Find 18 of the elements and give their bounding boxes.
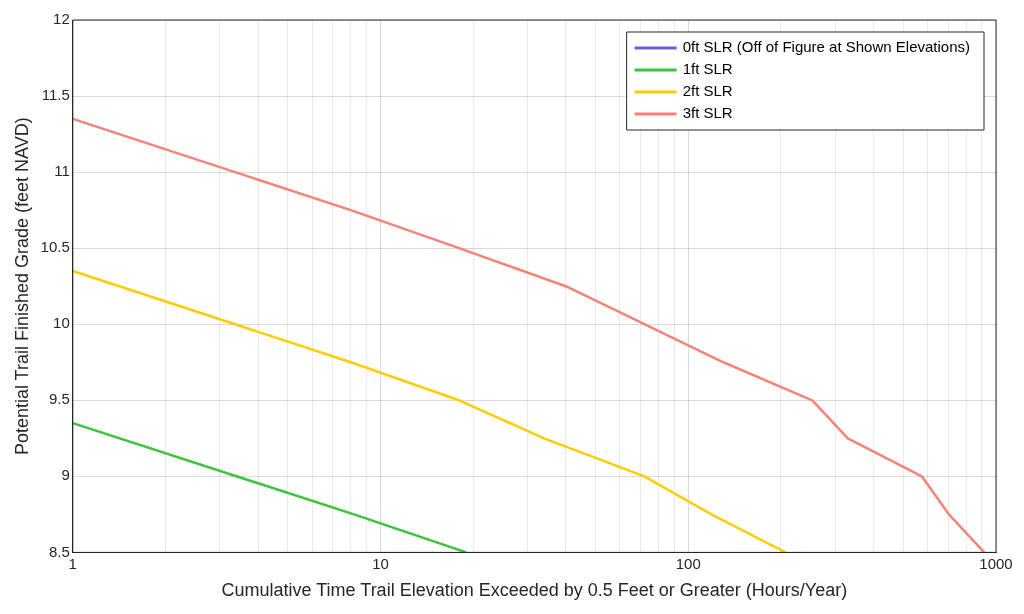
y-tick-label: 12 xyxy=(53,10,70,28)
legend-label: 3ft SLR xyxy=(682,104,733,122)
legend-label: 1ft SLR xyxy=(682,60,733,78)
x-tick-label: 1000 xyxy=(979,554,1013,572)
x-axis-title: Cumulative Time Trail Elevation Exceeded by 0.5 Feet or Greater (Hours/Year) xyxy=(221,580,848,601)
x-tick-label: 1 xyxy=(68,554,77,572)
y-tick-label: 10.5 xyxy=(40,238,70,256)
y-tick-label: 11.5 xyxy=(41,86,70,104)
y-tick-label: 11 xyxy=(54,162,70,180)
y-tick-label: 9 xyxy=(61,466,70,484)
x-tick-label: 10 xyxy=(372,554,389,572)
y-axis-title: Potential Trail Finished Grade (feet NAVD) xyxy=(11,117,32,456)
y-tick-label: 9.5 xyxy=(48,390,70,408)
y-tick-label: 10 xyxy=(53,314,70,332)
legend-label: 0ft SLR (Off of Figure at Shown Elevations) xyxy=(682,38,970,56)
legend-label: 2ft SLR xyxy=(682,82,733,100)
y-tick-label: 8.5 xyxy=(48,542,70,560)
x-tick-label: 100 xyxy=(675,554,701,572)
